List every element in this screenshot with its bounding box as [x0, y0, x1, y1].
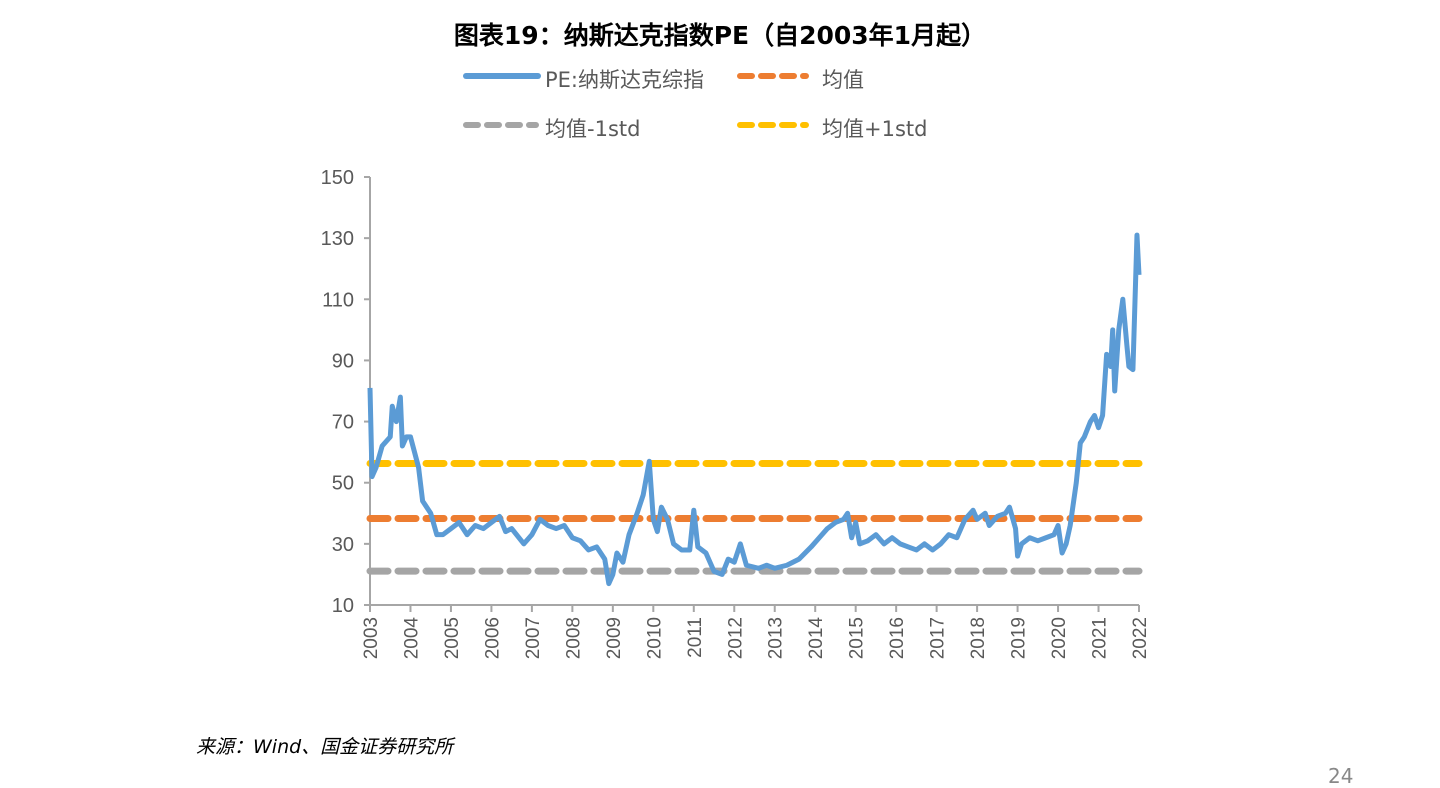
x-tick-label: 2005: [442, 617, 463, 659]
x-tick-label: 2004: [401, 617, 422, 660]
legend-label-pe: PE:纳斯达克综指: [545, 68, 705, 92]
page-number: 24: [1328, 764, 1354, 788]
y-tick-label: 70: [332, 412, 354, 434]
x-tick-label: 2008: [563, 617, 584, 659]
x-tick-label: 2007: [523, 617, 544, 659]
x-tick-label: 2011: [685, 617, 706, 658]
source-note: 来源：Wind、国金证券研究所: [196, 736, 454, 758]
pe-series-line: [367, 232, 1142, 587]
chart-title: 图表19：纳斯达克指数PE（自2003年1月起）: [453, 21, 987, 50]
x-tick-label: 2019: [1009, 617, 1030, 659]
x-tick-label: 2021: [1090, 617, 1111, 659]
x-tick-label: 2010: [644, 617, 665, 659]
x-tick-label: 2018: [968, 617, 989, 659]
x-tick-label: 2003: [361, 617, 382, 659]
y-tick-label: 150: [321, 167, 354, 189]
x-tick-label: 2013: [766, 617, 787, 659]
x-tick-label: 2009: [604, 617, 625, 659]
y-tick-label: 50: [332, 473, 354, 495]
y-tick-label: 110: [322, 289, 354, 311]
x-tick-label: 2020: [1049, 617, 1070, 659]
x-tick-label: 2016: [887, 617, 908, 659]
y-tick-label: 30: [332, 534, 354, 556]
x-tick-label: 2015: [847, 617, 868, 659]
y-tick-label: 90: [332, 350, 354, 372]
x-tick-label: 2017: [928, 617, 949, 659]
legend-label-mean: 均值: [822, 68, 864, 92]
legend-label-mean-minus-std: 均值-1std: [545, 117, 641, 141]
y-tick-label: 130: [321, 228, 354, 250]
x-tick-label: 2006: [482, 617, 503, 659]
x-tick-label: 2022: [1130, 617, 1151, 659]
legend-label-mean-plus-std: 均值+1std: [822, 117, 928, 141]
x-tick-label: 2014: [806, 617, 827, 660]
x-tick-label: 2012: [725, 617, 746, 659]
y-tick-label: 10: [332, 595, 354, 617]
